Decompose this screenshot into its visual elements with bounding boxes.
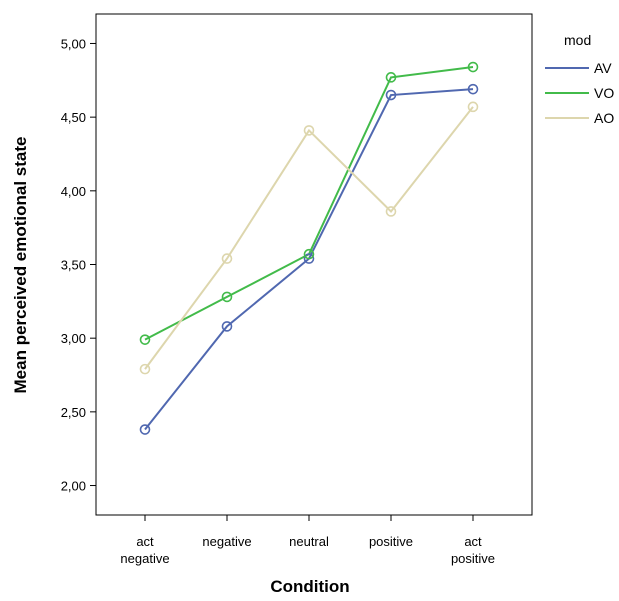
data-point-av bbox=[139, 424, 151, 435]
data-point-av bbox=[467, 83, 479, 95]
data-point-ao bbox=[385, 206, 397, 217]
legend-title: mod bbox=[564, 32, 591, 48]
plot-frame bbox=[95, 13, 533, 516]
x-tick-label: act positive bbox=[451, 534, 495, 566]
data-point-vo bbox=[385, 72, 397, 83]
data-point-av bbox=[303, 253, 315, 264]
x-tick-label: positive bbox=[369, 534, 413, 549]
data-point-vo bbox=[221, 291, 233, 303]
y-tick-label: 4,00 bbox=[61, 184, 86, 199]
data-point-av bbox=[221, 321, 233, 332]
series-line-ao bbox=[144, 106, 474, 370]
x-axis: act negative negative neutral positive act pos… bbox=[120, 515, 495, 566]
legend: mod AV VO AO bbox=[545, 32, 614, 126]
x-tick-label: act negative bbox=[120, 534, 169, 566]
y-tick-label: 3,50 bbox=[61, 258, 86, 273]
y-tick-label: 5,00 bbox=[61, 36, 86, 51]
x-tick-label: negative bbox=[202, 534, 251, 549]
data-point-ao bbox=[303, 125, 315, 136]
legend-label-ao: AO bbox=[594, 110, 614, 126]
data-point-ao bbox=[139, 363, 151, 375]
data-point-vo bbox=[467, 61, 479, 73]
legend-label-vo: VO bbox=[594, 85, 614, 101]
data-point-vo bbox=[139, 334, 151, 345]
x-axis-title: Condition bbox=[270, 577, 349, 596]
y-tick-label: 2,50 bbox=[61, 405, 86, 420]
data-point-ao bbox=[221, 253, 233, 264]
y-axis: 2,00 2,50 3,00 3,50 4,00 4,50 5,00 bbox=[61, 36, 96, 494]
y-tick-label: 3,00 bbox=[61, 331, 86, 346]
y-tick-label: 2,00 bbox=[61, 479, 86, 494]
y-tick-label: 4,50 bbox=[61, 110, 86, 125]
x-tick-label: neutral bbox=[289, 534, 329, 549]
data-point-vo bbox=[303, 248, 315, 260]
data-point-ao bbox=[467, 101, 479, 113]
legend-label-av: AV bbox=[594, 60, 612, 76]
data-point-av bbox=[385, 89, 397, 101]
y-axis-title: Mean perceived emotional state bbox=[11, 137, 30, 394]
series-group bbox=[139, 61, 479, 435]
